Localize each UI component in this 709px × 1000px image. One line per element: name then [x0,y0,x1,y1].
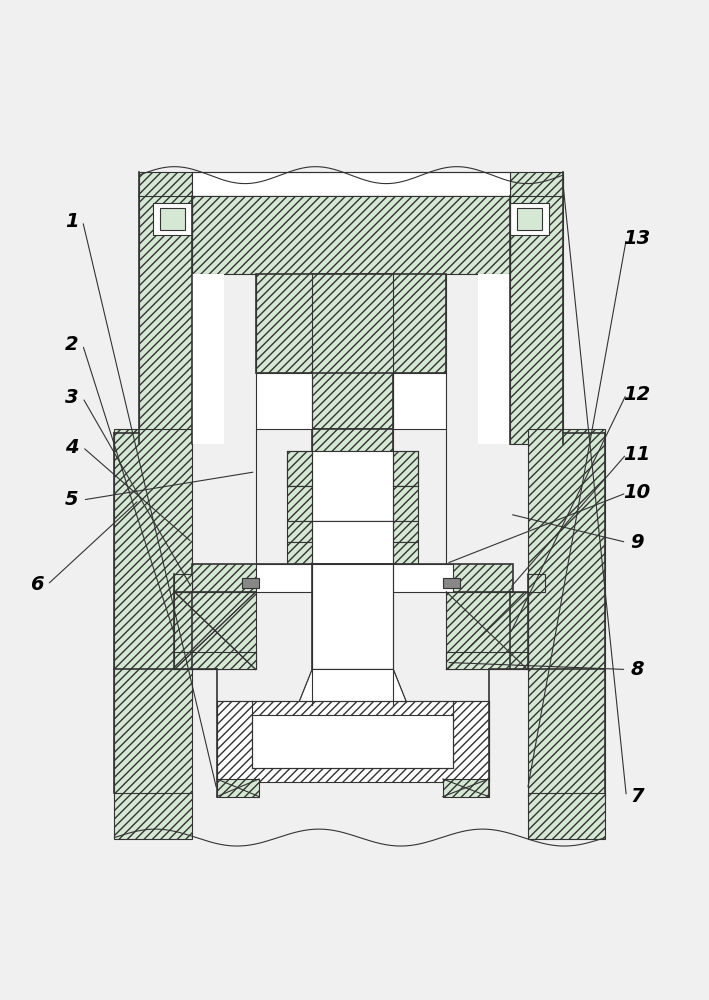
Bar [312,521,393,564]
Bar [312,429,393,486]
Bar [256,274,446,373]
Bar [510,175,563,444]
Bar [443,578,460,588]
Bar [174,652,256,669]
Text: 11: 11 [623,445,651,464]
Text: 12: 12 [623,385,651,404]
Bar [312,564,393,669]
Bar [527,429,605,797]
Bar [443,779,489,797]
Bar [153,203,192,235]
Text: 3: 3 [65,388,79,407]
Bar [139,172,192,196]
Polygon shape [256,373,312,429]
Bar [174,574,192,592]
Bar [527,574,545,592]
Bar [114,429,192,797]
Bar [160,208,185,230]
Text: 2: 2 [65,335,79,354]
Bar [217,701,489,782]
Bar [217,779,259,797]
Bar [139,175,192,444]
Bar [252,715,453,768]
Bar [192,172,510,196]
Bar [478,274,510,444]
Bar [527,793,605,839]
Text: 13: 13 [623,229,651,248]
Bar [312,564,393,669]
Text: 8: 8 [630,660,644,679]
Bar [287,486,418,521]
Bar [114,793,192,839]
Bar [287,521,418,542]
Text: 7: 7 [630,787,644,806]
Bar [510,172,563,196]
Bar [192,196,510,274]
Bar [192,564,513,592]
Bar [312,274,393,429]
Text: 9: 9 [630,533,644,552]
Bar [510,203,549,235]
Bar [256,564,453,592]
Text: 6: 6 [30,575,43,594]
Text: 5: 5 [65,490,79,509]
Polygon shape [393,373,446,429]
Text: 10: 10 [623,483,651,502]
Bar [242,578,259,588]
Bar [446,652,527,669]
Bar [312,451,393,521]
Polygon shape [298,669,408,705]
Bar [287,542,418,564]
Polygon shape [298,669,408,705]
Text: 1: 1 [65,212,79,231]
Bar [192,274,224,444]
Bar [517,208,542,230]
Bar [174,592,256,669]
Bar [287,451,418,486]
Bar [446,592,527,669]
Text: 4: 4 [65,438,79,457]
